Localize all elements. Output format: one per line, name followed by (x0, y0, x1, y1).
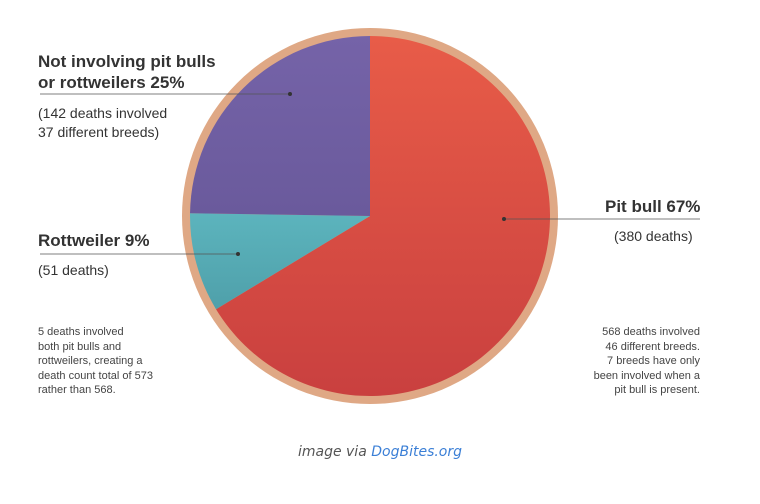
caption-source-link[interactable]: DogBites.org (371, 444, 463, 460)
note-left-line: both pit bulls and (38, 340, 122, 353)
note-right-line: 46 different breeds. (605, 340, 700, 353)
note-left-line: death count total of 573 (38, 369, 153, 382)
label-rottweiler: Rottweiler 9% (38, 231, 150, 250)
note-right: 568 deaths involved 46 different breeds.… (594, 325, 700, 398)
sublabel-rottweiler: (51 deaths) (38, 262, 109, 278)
image-caption: image via DogBites.org (0, 444, 760, 460)
label-other-line2: or rottweilers 25% (38, 73, 185, 92)
sublabel-other-breeds: (142 deaths involved 37 different breeds… (38, 104, 167, 142)
note-left-line: rottweilers, creating a (38, 355, 143, 367)
leader-dot-pit-bull (502, 217, 506, 221)
note-left: 5 deaths involved both pit bulls and rot… (38, 325, 153, 398)
pie-slice-pit-bull (216, 36, 551, 396)
note-left-line: rather than 568. (38, 384, 116, 396)
pie-slice-rottweiler (189, 213, 370, 310)
caption-prefix: image via (297, 444, 372, 460)
sublabel-pit-bull: (380 deaths) (614, 228, 693, 244)
label-pit-bull: Pit bull 67% (605, 197, 701, 216)
leader-dot-rottweiler (236, 252, 240, 256)
note-right-line: 568 deaths involved (602, 326, 700, 338)
note-right-line: pit bull is present. (614, 384, 700, 396)
note-right-line: 7 breeds have only (607, 355, 700, 367)
pie-slice-other-breeds (190, 36, 370, 216)
leader-dot-other-breeds (288, 92, 292, 96)
note-left-line: 5 deaths involved (38, 326, 124, 338)
label-other-line1: Not involving pit bulls (38, 52, 216, 71)
sublabel-other-line1: (142 deaths involved (38, 105, 168, 121)
note-right-line: been involved when a (593, 369, 700, 382)
label-other-breeds: Not involving pit bulls or rottweilers 2… (38, 51, 216, 93)
sublabel-other-line2: 37 different breeds) (38, 124, 160, 140)
